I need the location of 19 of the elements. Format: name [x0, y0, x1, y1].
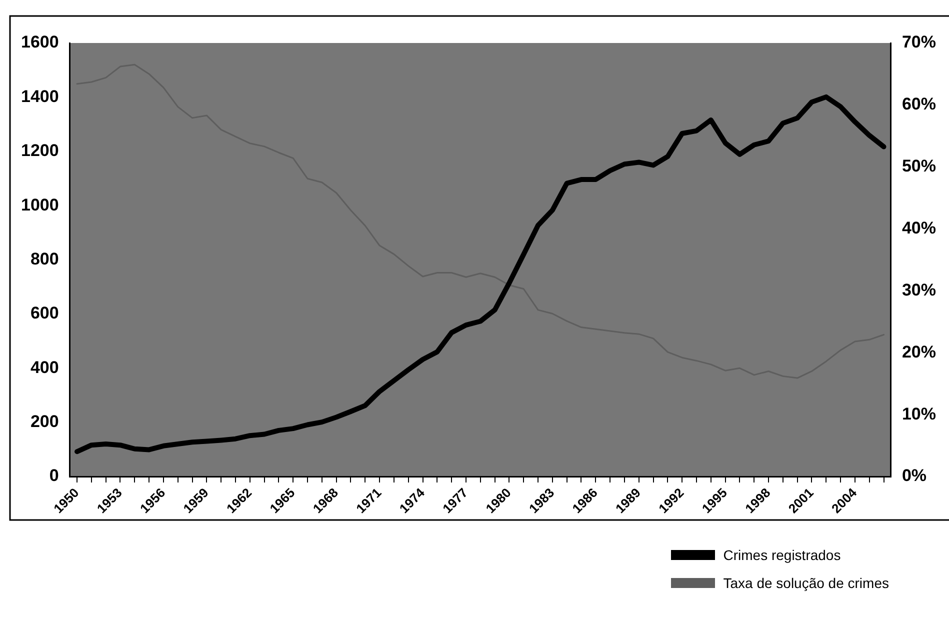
y2-tick-label: 30%: [902, 280, 936, 300]
y-tick-label: 600: [30, 304, 59, 323]
y2-tick-label: 10%: [902, 404, 936, 424]
y2-tick-label: 50%: [902, 156, 936, 176]
y-tick-label: 400: [30, 358, 59, 377]
y2-tick-label: 70%: [902, 32, 936, 52]
y-tick-label: 1600: [20, 32, 59, 52]
y-tick-label: 1400: [20, 86, 59, 106]
y-tick-label: 1000: [20, 195, 59, 214]
y2-tick-label: 40%: [902, 218, 936, 238]
y-tick-label: 0: [49, 466, 59, 486]
y2-tick-label: 20%: [902, 342, 936, 362]
y-tick-label: 200: [30, 412, 59, 432]
y-tick-label: 1200: [20, 141, 59, 160]
legend-label: Crimes registrados: [723, 547, 841, 563]
y2-tick-label: 60%: [902, 94, 936, 114]
y2-tick-label: 0%: [902, 466, 927, 486]
y-tick-label: 800: [30, 249, 59, 268]
legend-label: Taxa de solução de crimes: [723, 575, 889, 591]
